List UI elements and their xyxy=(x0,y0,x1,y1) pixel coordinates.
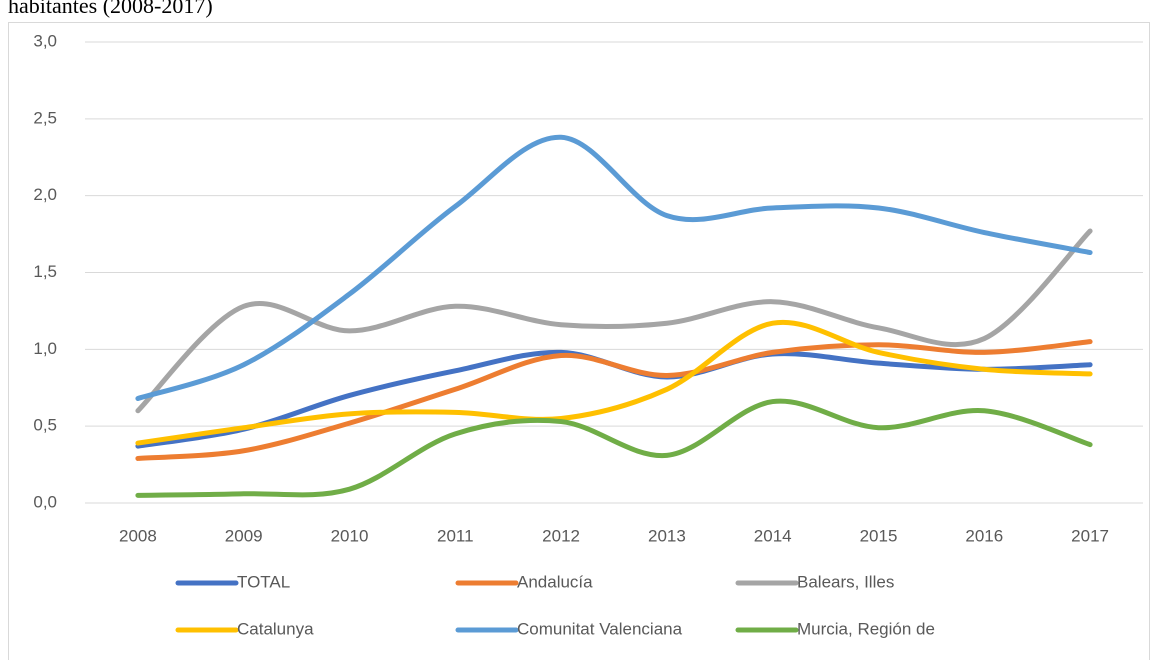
x-tick-label: 2017 xyxy=(1071,526,1109,545)
legend-label: Catalunya xyxy=(237,619,314,638)
series-line xyxy=(135,134,1093,402)
chart-title: habitantes (2008-2017) xyxy=(8,0,213,18)
y-tick-label: 1,0 xyxy=(33,339,57,358)
series-line xyxy=(135,319,1093,446)
y-tick-label: 0,0 xyxy=(33,492,57,511)
x-tick-label: 2013 xyxy=(648,526,686,545)
x-tick-label: 2008 xyxy=(119,526,157,545)
y-tick-label: 2,5 xyxy=(33,108,57,127)
x-tick-label: 2016 xyxy=(965,526,1003,545)
y-tick-label: 0,5 xyxy=(33,416,57,435)
series-line xyxy=(135,339,1093,461)
x-tick-label: 2015 xyxy=(860,526,898,545)
y-tick-label: 3,0 xyxy=(33,31,57,50)
legend-label: Murcia, Región de xyxy=(797,619,935,638)
legend-label: Andalucía xyxy=(517,572,593,591)
legend-label: TOTAL xyxy=(237,572,290,591)
legend-label: Comunitat Valenciana xyxy=(517,619,683,638)
x-tick-label: 2009 xyxy=(225,526,263,545)
y-tick-label: 2,0 xyxy=(33,185,57,204)
x-tick-label: 2012 xyxy=(542,526,580,545)
x-tick-label: 2014 xyxy=(754,526,792,545)
series-line xyxy=(135,228,1093,414)
x-tick-label: 2010 xyxy=(331,526,369,545)
legend-label: Balears, Illes xyxy=(797,572,894,591)
series-line xyxy=(135,398,1093,498)
x-tick-label: 2011 xyxy=(437,526,474,545)
y-tick-label: 1,5 xyxy=(33,262,57,281)
